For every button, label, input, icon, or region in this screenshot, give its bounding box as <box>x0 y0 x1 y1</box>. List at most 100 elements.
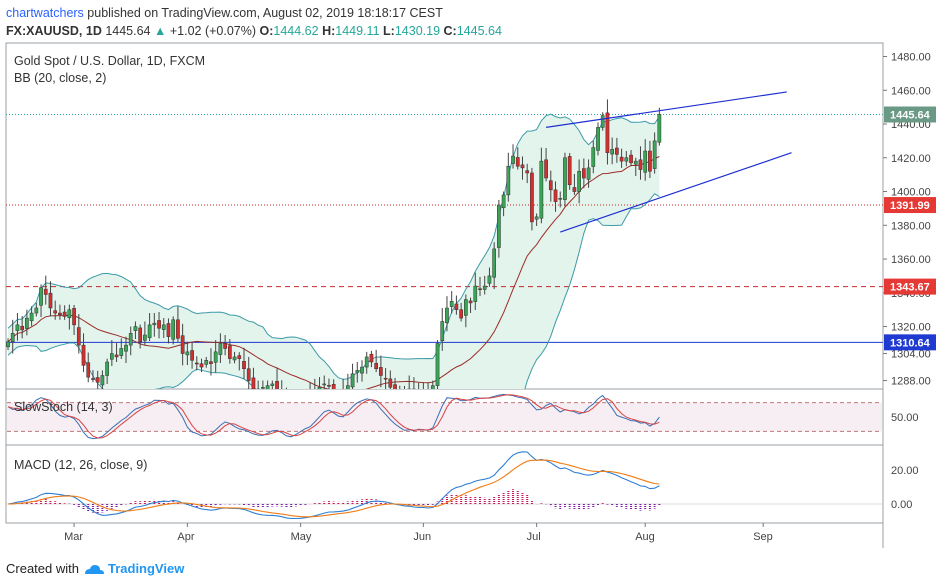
candle <box>468 297 473 314</box>
candle-body <box>492 248 497 278</box>
candle <box>25 309 29 336</box>
candle-body <box>251 377 256 389</box>
candle-body <box>600 115 605 128</box>
candle-body <box>242 361 246 369</box>
bb-upper-line <box>7 113 660 380</box>
candle <box>478 276 482 297</box>
candle-body <box>610 149 615 155</box>
candle-body <box>426 389 429 397</box>
candle-body <box>81 344 86 366</box>
close-value: 1445.64 <box>456 24 502 38</box>
candle <box>223 334 227 356</box>
candle-body <box>652 140 657 169</box>
price-tick-label: 1320.00 <box>891 322 931 334</box>
candle <box>20 316 25 339</box>
candle <box>548 170 553 202</box>
candle-body <box>563 157 567 200</box>
candle-body <box>166 323 171 337</box>
candle <box>430 380 435 389</box>
candle <box>487 267 492 287</box>
price-tag: 1391.99 <box>884 197 936 214</box>
candle-body <box>53 310 58 314</box>
candle <box>185 341 190 366</box>
candle-body <box>558 198 563 200</box>
price-tag-bg <box>884 106 936 123</box>
macd-tick-label: 0.00 <box>891 499 912 511</box>
candle <box>501 191 506 217</box>
price-tag-bg <box>884 197 936 214</box>
candle <box>331 379 336 389</box>
candle <box>586 159 591 188</box>
candle-body <box>119 348 124 356</box>
symbol-label: FX:XAUUSD, 1D <box>6 24 102 38</box>
candle-body <box>6 341 10 348</box>
candle <box>190 342 194 369</box>
candle <box>600 112 605 131</box>
candle <box>624 151 629 167</box>
publish-line: chartwatchers published on TradingView.c… <box>6 4 502 22</box>
candle-body <box>337 394 340 398</box>
time-tick-label: Mar <box>64 531 83 543</box>
candle <box>440 307 445 351</box>
candle <box>374 349 379 373</box>
candle <box>511 144 515 169</box>
candle <box>407 375 412 389</box>
candle <box>39 284 43 318</box>
price-tag: 1343.67 <box>884 278 936 295</box>
candle <box>10 319 15 354</box>
candle-body <box>403 389 406 392</box>
candle <box>265 380 270 389</box>
candle-body <box>619 156 624 162</box>
price-chart[interactable]: 50.00 20.000.00 1480.001460.001440.00142… <box>0 0 945 560</box>
last-price: 1445.64 <box>105 24 151 38</box>
candle <box>180 323 185 366</box>
price-tick-label: 1420.00 <box>891 153 931 165</box>
candle-body <box>171 319 176 340</box>
price-tick-label: 1288.00 <box>891 376 931 388</box>
candle <box>86 352 91 383</box>
candle <box>435 340 440 389</box>
candle-body <box>567 156 572 186</box>
author-link[interactable]: chartwatchers <box>6 6 84 20</box>
stoch-indicator-title: SlowStoch (14, 3) <box>14 400 113 414</box>
candle-body <box>449 300 454 307</box>
candle <box>76 314 81 354</box>
candle <box>563 152 567 207</box>
candle <box>364 351 369 374</box>
candle <box>388 370 393 389</box>
candle-body <box>648 150 652 172</box>
candle <box>105 358 109 384</box>
candle-body <box>157 320 161 329</box>
candle-body <box>388 378 393 388</box>
candle <box>525 163 530 184</box>
candle-body <box>383 377 388 380</box>
candle <box>399 385 401 389</box>
candle-body <box>58 312 62 315</box>
price-tag-label: 1343.67 <box>890 282 930 294</box>
price-tick-label: 1400.00 <box>891 187 931 199</box>
candle-body <box>525 170 530 174</box>
candle-body <box>20 325 25 331</box>
candle <box>43 275 48 305</box>
open-label: O: <box>259 24 274 38</box>
tradingview-logo[interactable]: TradingView <box>83 561 184 576</box>
candle <box>422 382 424 389</box>
candle <box>615 137 619 163</box>
candle-body <box>161 324 166 330</box>
candle-body <box>308 396 311 397</box>
candle <box>58 304 62 320</box>
candle <box>379 355 383 388</box>
candle-body <box>393 384 397 389</box>
footer: Created with TradingView <box>6 561 184 576</box>
candle <box>251 367 256 389</box>
created-with-label: Created with <box>6 561 79 576</box>
candle <box>581 158 586 189</box>
candle <box>124 336 128 364</box>
candle-body <box>534 216 539 220</box>
candle-body <box>379 367 383 376</box>
candle-body <box>553 189 558 202</box>
candle <box>275 367 279 389</box>
candle-body <box>350 373 355 388</box>
candle-body <box>199 363 204 368</box>
price-tick-label: 1360.00 <box>891 254 931 266</box>
